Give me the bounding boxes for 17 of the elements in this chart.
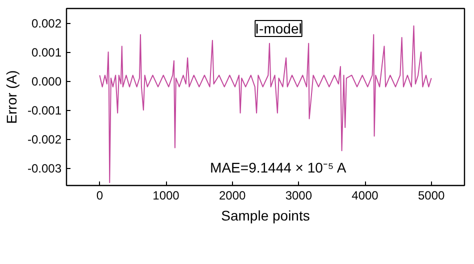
y-tick-label: 0.001: [31, 46, 62, 60]
x-tick-label: 0: [96, 188, 104, 202]
annotation: MAE=9.1444 × 10⁻⁵ A: [210, 160, 347, 176]
line-series: [99, 25, 432, 184]
x-tick-label: 2000: [218, 188, 246, 202]
x-tick-label: 4000: [352, 188, 379, 202]
x-tick-label: 3000: [285, 188, 312, 202]
x-tick-label: 5000: [418, 188, 446, 202]
annotation: I-model: [255, 20, 302, 36]
y-tick-label: 0.000: [31, 74, 62, 89]
x-tick-label: 1000: [152, 188, 180, 202]
x-axis-title: Sample points: [221, 208, 310, 224]
y-tick-label: -0.002: [27, 132, 62, 147]
y-tick-label: -0.001: [27, 104, 62, 118]
y-axis-title: Error (A): [3, 70, 20, 124]
y-tick-label: 0.002: [31, 16, 62, 31]
y-tick-label: -0.003: [27, 162, 62, 176]
